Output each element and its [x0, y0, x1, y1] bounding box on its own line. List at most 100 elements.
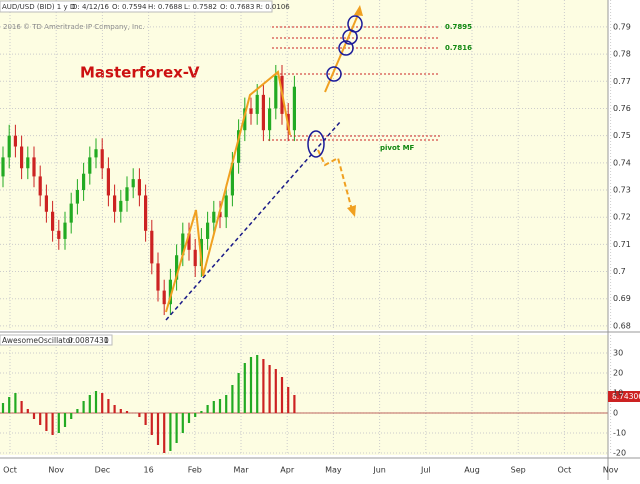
y-tick-label: 0.7 — [613, 267, 626, 276]
candle-body — [88, 157, 92, 174]
candle-body — [261, 94, 265, 131]
candle-body — [69, 203, 73, 223]
oscillator-header — [0, 334, 113, 346]
annotations: 0.7895 0.7816 pivot MF — [165, 5, 472, 321]
candle-body — [237, 130, 241, 163]
candle-body — [144, 195, 148, 231]
x-tick-label: Mar — [233, 466, 249, 475]
candle-body — [20, 146, 24, 169]
y-tick-label: 0.77 — [613, 77, 631, 86]
candle-body — [63, 222, 67, 239]
last-label: 8.74306 — [612, 392, 640, 401]
header-item: O: 0.7683 — [220, 3, 254, 11]
candle-body — [13, 135, 17, 147]
candle-body — [7, 135, 11, 158]
candle-body — [162, 290, 166, 305]
candle-body — [113, 195, 117, 212]
y-tick-label: 0.72 — [613, 213, 631, 222]
y-tick-label: -20 — [613, 449, 626, 458]
x-tick-label: Nov — [603, 466, 619, 475]
candle-body — [137, 179, 141, 196]
oscillator-readout: 0.0087431 — [68, 336, 109, 345]
y-tick-label: 0.73 — [613, 186, 631, 195]
circle — [307, 130, 325, 158]
annotation: 0.7816 — [445, 44, 472, 52]
candle-body — [44, 195, 48, 212]
y-tick-label: 0.76 — [613, 104, 631, 113]
candle-body — [187, 233, 191, 250]
x-tick-label: Jun — [372, 466, 386, 475]
y-tick-label: 20 — [613, 369, 623, 378]
arrow-up — [324, 9, 361, 93]
candle-body — [206, 222, 210, 239]
candle-body — [57, 230, 61, 239]
y-tick-label: 0.75 — [613, 131, 631, 140]
annotation: pivot MF — [380, 144, 415, 152]
candle-body — [82, 173, 86, 191]
x-tick-label: 16 — [144, 466, 154, 475]
candle-body — [255, 94, 259, 114]
annotation: 0.7895 — [445, 23, 472, 31]
last-label-box — [608, 391, 640, 402]
candle-body — [125, 187, 129, 201]
circle — [347, 15, 363, 33]
candle-body — [224, 195, 228, 218]
candle-body — [38, 176, 42, 196]
y-tick-label: 0.71 — [613, 240, 631, 249]
chart-title: Masterforex-V — [80, 64, 200, 82]
candle-body — [193, 249, 197, 267]
y-tick-label: -10 — [613, 429, 626, 438]
header-box — [0, 0, 273, 13]
circle — [338, 40, 354, 56]
candle-body — [243, 108, 247, 131]
x-tick-label: Aug — [464, 466, 480, 475]
header-item: R: 0.0106 — [256, 3, 290, 11]
candle-body — [119, 200, 123, 212]
candle-body — [100, 149, 104, 169]
candle-body — [212, 211, 216, 223]
x-tick-label: Nov — [48, 466, 64, 475]
x-tick-label: Dec — [95, 466, 110, 475]
y-tick-label: 0.68 — [613, 321, 631, 330]
candle-body — [150, 230, 154, 264]
candle-body — [249, 108, 253, 114]
candle-body — [51, 211, 55, 231]
oscillator-name: AwesomeOscillator — [2, 336, 74, 345]
x-tick-label: Apr — [280, 466, 295, 475]
header-item: AUD/USD (BID) 1 y D — [2, 3, 75, 11]
header-item: L: 0.7582 — [184, 3, 217, 11]
y-tick-label: 0.69 — [613, 294, 631, 303]
candle-body — [106, 168, 110, 196]
candle-body — [181, 233, 185, 256]
candle-body — [156, 263, 160, 291]
header-item: D: 4/12/16 — [72, 3, 110, 11]
oscillator-readout: 0 — [104, 336, 109, 345]
copyright: 2016 © TD Ameritrade IP Company, Inc. — [3, 23, 145, 31]
arrow-head — [347, 205, 356, 217]
x-tick-label: Feb — [188, 466, 202, 475]
candle-body — [1, 157, 5, 177]
wave-line — [165, 70, 291, 313]
x-tick-label: Sep — [511, 466, 526, 475]
candle-body — [274, 75, 278, 109]
y-tick-label: 0.78 — [613, 50, 631, 59]
candle-body — [26, 157, 30, 169]
y-tick-label: 10 — [613, 389, 623, 398]
candle-body — [32, 157, 36, 177]
header-item: H: 0.7688 — [148, 3, 182, 11]
y-tick-label: 30 — [613, 349, 623, 358]
candle-body — [131, 179, 135, 188]
candle-body — [230, 162, 234, 196]
candle-body — [268, 108, 272, 131]
arrow-head — [354, 5, 363, 16]
x-tick-label: Oct — [557, 466, 571, 475]
candle-body — [94, 149, 98, 158]
x-tick-label: Oct — [3, 466, 17, 475]
candle-body — [168, 279, 172, 305]
candle-body — [175, 255, 179, 280]
arrow-down — [317, 149, 353, 211]
header-item: O: 0.7594 — [112, 3, 147, 11]
y-tick-label: 0 — [613, 409, 618, 418]
candle-body — [292, 86, 296, 131]
